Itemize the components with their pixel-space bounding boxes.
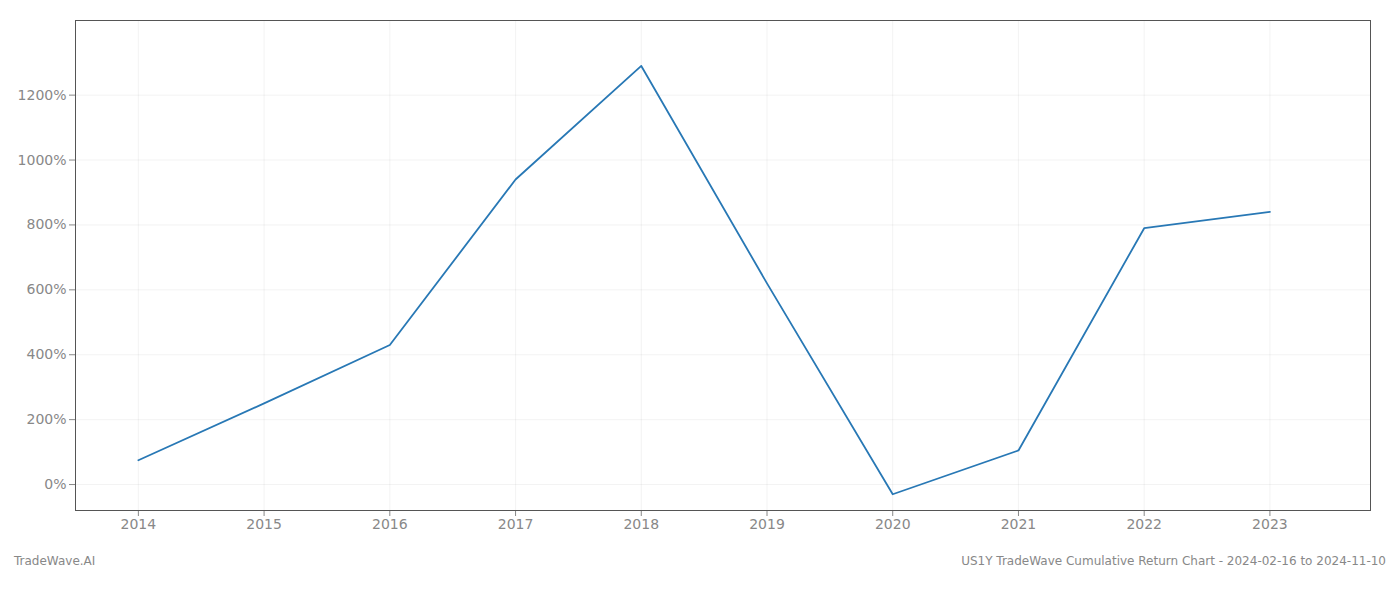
svg-text:200%: 200%	[26, 411, 66, 427]
svg-text:2020: 2020	[875, 516, 911, 532]
svg-text:2023: 2023	[1252, 516, 1288, 532]
svg-text:600%: 600%	[26, 281, 66, 297]
svg-text:1000%: 1000%	[18, 152, 67, 168]
svg-text:2021: 2021	[1001, 516, 1037, 532]
svg-text:800%: 800%	[26, 216, 66, 232]
html-text:TradeWave.AI: TradeWave.AI	[14, 554, 96, 568]
svg-text:1200%: 1200%	[18, 87, 67, 103]
html-text:US1Y TradeWave Cumulative Retu: US1Y TradeWave Cumulative Return Chart -…	[961, 554, 1386, 568]
svg-text:2022: 2022	[1126, 516, 1162, 532]
svg-text:0%: 0%	[44, 476, 66, 492]
svg-text:400%: 400%	[26, 346, 66, 362]
svg-text:2018: 2018	[623, 516, 659, 532]
svg-text:2019: 2019	[749, 516, 785, 532]
svg-text:2017: 2017	[498, 516, 534, 532]
svg-text:2016: 2016	[372, 516, 408, 532]
svg-text:2014: 2014	[121, 516, 157, 532]
svg-text:2015: 2015	[246, 516, 282, 532]
